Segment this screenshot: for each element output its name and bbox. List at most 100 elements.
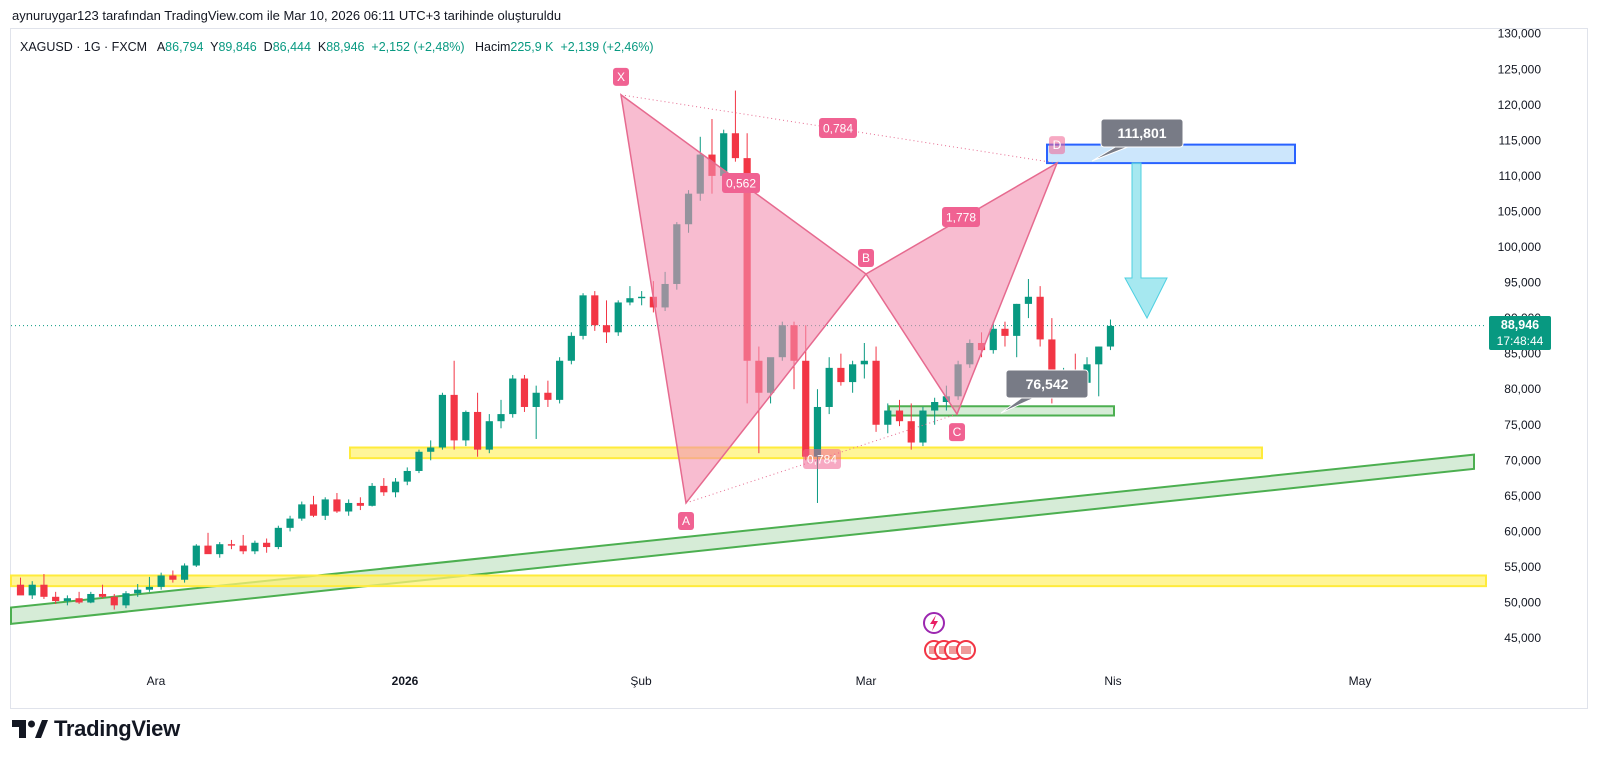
tradingview-logo[interactable]: TradingView [12,716,180,742]
candle-body [884,410,892,425]
candle-body [1001,328,1009,336]
candle-body [556,360,564,400]
candle-body [802,360,810,457]
x-tick-label: Mar [856,674,877,688]
candle [872,346,880,432]
candle-body [438,394,447,448]
y-tick-label: 115,000 [1499,133,1542,147]
svg-text:B: B [862,251,870,265]
x-tick-label: May [1349,674,1372,688]
candle [180,563,189,583]
candle [391,478,400,498]
last-price-tag: 88,946 17:48:44 [1489,316,1551,350]
y-tick-label: 85,000 [1504,347,1541,361]
candle-body [638,296,646,299]
candle-body [1024,296,1033,304]
y-axis: 45,000 50,000 55,000 60,000 65,000 70,000 75,0… [1498,27,1542,645]
y-tick-label: 95,000 [1504,276,1541,290]
legend-symbol[interactable]: XAGUSD · 1G · FXCM [20,40,148,54]
candle [192,544,200,567]
candle [415,449,423,474]
candle-body [134,589,142,594]
legend-close: 88,946 [326,40,365,54]
candle [837,353,845,386]
candle [333,493,341,513]
candle [380,478,388,496]
candle-body [919,410,927,443]
legend-open: 86,794 [165,40,204,54]
candle [321,497,329,521]
legend-volume-change: +2,139 (+2,46%) [560,40,654,54]
pattern-point-b: B [858,249,874,268]
pattern-ratio-label: 0,562 [722,173,760,193]
price-chart[interactable]: 45,000 50,000 55,000 60,000 65,000 70,000 75,0… [0,0,1600,710]
candle-body [849,364,857,383]
candle-body [907,421,915,443]
candle [989,321,997,354]
svg-text:D: D [1053,138,1062,152]
candle-body [87,593,95,603]
candle [16,577,25,596]
candle [309,495,318,518]
candle [907,403,915,450]
bar-countdown: 17:48:44 [1496,334,1544,348]
legend-low-label: D [263,40,273,54]
candle [473,392,482,457]
candle-body [532,392,540,407]
pattern-point-x: X [613,67,629,86]
y-tick-label: 55,000 [1504,560,1541,574]
candle [813,389,822,503]
candle-body [263,542,271,548]
candle-body [110,596,118,606]
last-price-value: 88,946 [1500,318,1540,332]
chart-frame [10,28,1588,709]
candle [216,542,224,558]
trend-channel [10,453,1475,625]
candle [1106,319,1115,351]
candle-body [473,411,482,450]
svg-text:A: A [682,514,690,528]
candle-body [860,360,868,365]
candle-body [485,421,493,450]
candle-body [345,502,353,512]
candle-body [145,586,154,590]
candle-body [368,485,376,506]
y-tick-label: 130,000 [1498,27,1542,41]
candle-body [333,499,341,512]
candle [63,595,71,606]
candle-body [942,396,950,402]
candle-body [391,481,400,493]
candle [356,497,364,511]
candle [591,291,599,331]
candle-body [380,485,388,493]
y-tick-label: 100,000 [1498,240,1542,254]
candle-body [614,302,622,333]
y-tick-label: 80,000 [1504,382,1541,396]
svg-text:X: X [617,70,625,84]
y-tick-label: 60,000 [1504,524,1541,538]
x-tick-label: 2026 [392,674,419,688]
candle-body [286,518,294,528]
candle-body [309,504,318,516]
candle [157,572,165,590]
y-tick-label: 50,000 [1504,596,1541,610]
zone-yellow-lower [10,574,1487,588]
candle [345,499,353,516]
candle-body [122,593,130,606]
candle [614,300,622,336]
candle [274,525,282,550]
pattern-triangle-xab [619,93,868,505]
candle [485,414,493,454]
candle [1024,278,1033,319]
candle [52,591,60,604]
candle-body [931,401,939,411]
candle-body [895,410,904,422]
svg-text:76,542: 76,542 [1026,376,1069,392]
candle [520,374,529,412]
candle-body [239,545,247,552]
candle [509,374,517,418]
legend-open-label: A [156,40,166,54]
candle [298,501,306,521]
tradingview-logo-icon [12,720,48,738]
pattern-point-c: C [949,423,965,442]
